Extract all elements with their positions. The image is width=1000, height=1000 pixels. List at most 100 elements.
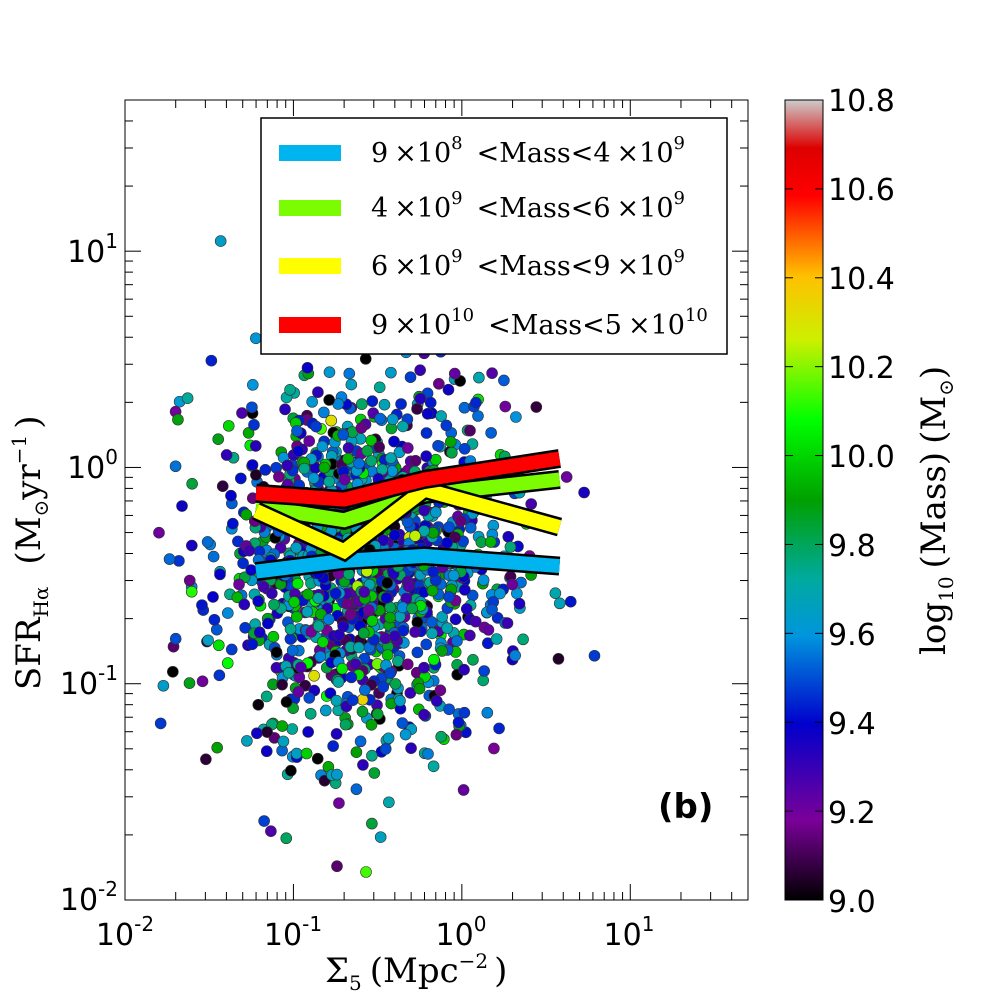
scatter-point	[346, 694, 359, 707]
colorbar-tick-label: 9.6	[828, 618, 876, 653]
scatter-point	[418, 525, 430, 537]
scatter-point	[252, 595, 265, 608]
scatter-point	[246, 401, 258, 414]
scatter-point	[401, 442, 414, 454]
scatter-point	[186, 478, 198, 490]
series-line	[253, 481, 562, 560]
scatter-point	[312, 592, 324, 604]
scatter-point	[250, 469, 262, 481]
scatter-point	[451, 635, 463, 647]
scatter-point	[327, 740, 339, 752]
colorbar-tick-label: 9.4	[828, 707, 876, 742]
scatter-point	[447, 569, 460, 582]
scatter-point	[214, 568, 226, 581]
scatter-point	[292, 686, 305, 698]
scatter-point	[427, 566, 439, 578]
scatter-point	[560, 471, 573, 483]
scatter-point	[314, 650, 327, 663]
scatter-point	[379, 743, 392, 755]
scatter-point	[236, 407, 248, 419]
scatter-point	[331, 860, 343, 873]
scatter-point	[422, 748, 434, 760]
scatter-point	[356, 705, 369, 718]
scatter-point	[322, 613, 335, 626]
scatter-point	[153, 526, 165, 539]
scatter-point	[319, 704, 332, 717]
scatter-point	[432, 440, 444, 452]
scatter-point	[384, 611, 396, 624]
scatter-point	[282, 666, 295, 679]
scatter-point	[290, 747, 303, 760]
scatter-point	[409, 626, 421, 638]
scatter-point	[357, 759, 369, 771]
scatter-point	[430, 695, 443, 707]
scatter-point	[202, 634, 214, 647]
scatter-point	[502, 530, 515, 543]
scatter-point	[504, 541, 517, 553]
scatter-point	[291, 425, 303, 437]
scatter-point	[308, 670, 320, 682]
scatter-point	[454, 515, 467, 527]
scatter-point	[530, 401, 543, 413]
scatter-point	[213, 639, 225, 652]
scatter-point	[331, 768, 343, 781]
scatter-point	[517, 633, 529, 646]
scatter-point	[312, 620, 325, 632]
legend-swatch	[279, 258, 341, 274]
scatter-point	[349, 658, 362, 670]
scatter-point	[510, 411, 522, 423]
colorbar-tick-label: 9.2	[828, 796, 876, 831]
scatter-point	[379, 632, 392, 645]
scatter-point	[440, 419, 453, 432]
scatter-point	[201, 536, 214, 548]
scatter-point	[268, 598, 280, 611]
scatter-point	[210, 623, 223, 636]
colorbar-tick-label: 10.2	[828, 351, 895, 386]
scatter-point	[409, 454, 422, 467]
scatter-point	[411, 403, 423, 415]
x-tick-label: 100	[436, 912, 487, 953]
scatter-point	[341, 598, 354, 610]
scatter-point	[303, 435, 316, 447]
scatter-point	[366, 615, 379, 627]
scatter-point	[498, 374, 510, 387]
scatter-point	[374, 831, 387, 843]
scatter-point	[303, 692, 316, 704]
scatter-point	[378, 398, 391, 411]
colorbar-tick-label: 10.8	[828, 84, 895, 119]
scatter-point	[418, 661, 430, 674]
scatter-point	[277, 735, 290, 748]
scatter-point	[249, 440, 262, 452]
scatter-point	[446, 446, 458, 459]
scatter-point	[420, 427, 433, 439]
scatter-point	[338, 473, 351, 486]
scatter-point	[216, 480, 229, 493]
scatter-point	[246, 459, 259, 471]
scatter-point	[323, 366, 336, 378]
scatter-point	[222, 607, 234, 619]
legend-entry: 6 ×109 <Mass<9 ×109	[279, 246, 685, 282]
scatter-point	[208, 613, 221, 626]
scatter-point	[430, 506, 442, 519]
scatter-point	[316, 440, 329, 453]
scatter-point	[225, 643, 238, 656]
scatter-point	[501, 617, 514, 629]
scatter-point	[380, 592, 393, 604]
scatter-point	[486, 603, 498, 616]
scatter-point	[387, 413, 399, 426]
scatter-point	[290, 610, 303, 623]
scatter-point	[396, 717, 409, 729]
scatter-point	[270, 662, 283, 674]
scatter-point	[381, 649, 394, 661]
y-tick-label: 10-2	[60, 877, 118, 918]
scatter-point	[366, 817, 378, 830]
scatter-point	[276, 720, 289, 732]
scatter-point	[343, 367, 356, 380]
scatter-point	[373, 441, 385, 453]
scatter-point	[449, 613, 462, 626]
scatter-point	[477, 574, 490, 586]
scatter-point	[448, 367, 461, 380]
legend-label: 9 ×108 <Mass<4 ×109	[371, 133, 685, 169]
scatter-point	[207, 550, 220, 563]
